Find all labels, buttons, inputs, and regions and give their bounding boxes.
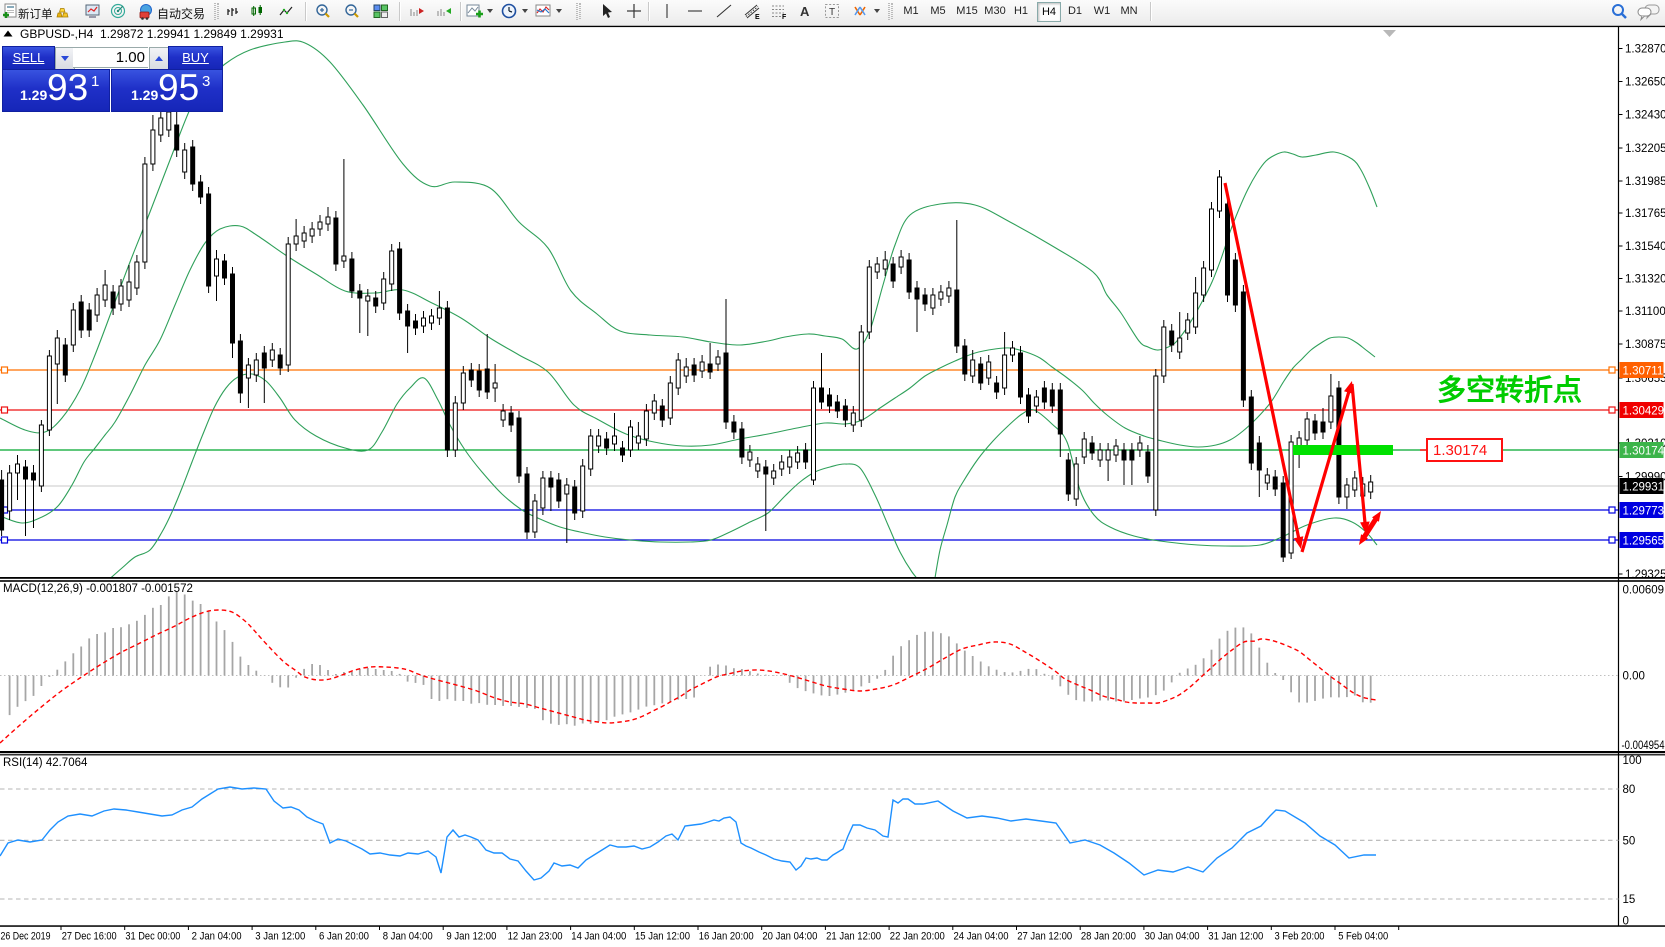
svg-text:6 Jan 20:00: 6 Jan 20:00 bbox=[319, 931, 369, 943]
svg-text:1.32870: 1.32870 bbox=[1625, 44, 1665, 56]
svg-text:1.32650: 1.32650 bbox=[1625, 77, 1665, 89]
svg-text:8 Jan 04:00: 8 Jan 04:00 bbox=[383, 931, 433, 943]
svg-text:5 Feb 04:00: 5 Feb 04:00 bbox=[1338, 931, 1388, 943]
svg-text:14 Jan 04:00: 14 Jan 04:00 bbox=[571, 931, 626, 943]
svg-text:100: 100 bbox=[1623, 755, 1642, 767]
svg-text:1.30875: 1.30875 bbox=[1625, 339, 1665, 351]
svg-text:16 Jan 20:00: 16 Jan 20:00 bbox=[699, 931, 754, 943]
svg-text:30 Jan 04:00: 30 Jan 04:00 bbox=[1145, 931, 1200, 943]
svg-text:1.29773: 1.29773 bbox=[1623, 506, 1665, 518]
svg-text:0: 0 bbox=[1623, 916, 1629, 928]
svg-text:0.00609: 0.00609 bbox=[1623, 585, 1665, 597]
svg-text:31 Jan 12:00: 31 Jan 12:00 bbox=[1208, 931, 1263, 943]
svg-text:1.30429: 1.30429 bbox=[1623, 406, 1665, 418]
svg-text:E: E bbox=[755, 14, 760, 20]
svg-text:1.29325: 1.29325 bbox=[1625, 569, 1665, 581]
svg-text:2 Jan 04:00: 2 Jan 04:00 bbox=[192, 931, 242, 943]
svg-text:22 Jan 20:00: 22 Jan 20:00 bbox=[890, 931, 945, 943]
svg-text:1.31100: 1.31100 bbox=[1625, 306, 1665, 318]
svg-text:9 Jan 12:00: 9 Jan 12:00 bbox=[446, 931, 496, 943]
svg-text:26 Dec 2019: 26 Dec 2019 bbox=[1, 931, 51, 943]
svg-text:1.32430: 1.32430 bbox=[1625, 110, 1665, 122]
svg-text:1.30174: 1.30174 bbox=[1433, 442, 1487, 459]
svg-text:1.29565: 1.29565 bbox=[1623, 536, 1665, 548]
svg-text:1.31540: 1.31540 bbox=[1625, 241, 1665, 253]
svg-text:1.31985: 1.31985 bbox=[1625, 176, 1665, 188]
svg-text:F: F bbox=[782, 14, 787, 20]
svg-text:28 Jan 20:00: 28 Jan 20:00 bbox=[1081, 931, 1136, 943]
svg-text:15 Jan 12:00: 15 Jan 12:00 bbox=[635, 931, 690, 943]
svg-text:RSI(14) 42.7064: RSI(14) 42.7064 bbox=[3, 757, 88, 769]
svg-text:多空转折点: 多空转折点 bbox=[1437, 373, 1582, 407]
svg-text:1.30174: 1.30174 bbox=[1623, 446, 1665, 458]
svg-text:50: 50 bbox=[1623, 835, 1636, 847]
svg-text:1.32205: 1.32205 bbox=[1625, 143, 1665, 155]
svg-text:GBPUSD-,H4 1.29872 1.29941 1.: GBPUSD-,H4 1.29872 1.29941 1.29849 1.299… bbox=[20, 27, 284, 41]
svg-text:15: 15 bbox=[1623, 894, 1636, 906]
svg-text:3 Feb 20:00: 3 Feb 20:00 bbox=[1275, 931, 1325, 943]
svg-text:0.00: 0.00 bbox=[1623, 671, 1645, 683]
svg-text:12 Jan 23:00: 12 Jan 23:00 bbox=[508, 931, 563, 943]
svg-text:21 Jan 12:00: 21 Jan 12:00 bbox=[826, 931, 881, 943]
svg-text:3 Jan 12:00: 3 Jan 12:00 bbox=[255, 931, 305, 943]
svg-text:1.31765: 1.31765 bbox=[1625, 208, 1665, 220]
svg-text:1.31320: 1.31320 bbox=[1625, 274, 1665, 286]
svg-text:31 Dec 00:00: 31 Dec 00:00 bbox=[125, 931, 180, 943]
svg-text:24 Jan 04:00: 24 Jan 04:00 bbox=[954, 931, 1009, 943]
svg-text:T: T bbox=[829, 7, 835, 18]
svg-text:20 Jan 04:00: 20 Jan 04:00 bbox=[762, 931, 817, 943]
svg-text:1.30711: 1.30711 bbox=[1623, 366, 1664, 378]
svg-text:27 Jan 12:00: 27 Jan 12:00 bbox=[1017, 931, 1072, 943]
svg-text:80: 80 bbox=[1623, 784, 1636, 796]
svg-text:1.29931: 1.29931 bbox=[1623, 482, 1665, 494]
svg-text:27 Dec 16:00: 27 Dec 16:00 bbox=[62, 931, 117, 943]
svg-text:-0.004954: -0.004954 bbox=[1622, 740, 1665, 752]
svg-text:MACD(12,26,9) -0.001807 -0.001: MACD(12,26,9) -0.001807 -0.001572 bbox=[3, 583, 193, 595]
